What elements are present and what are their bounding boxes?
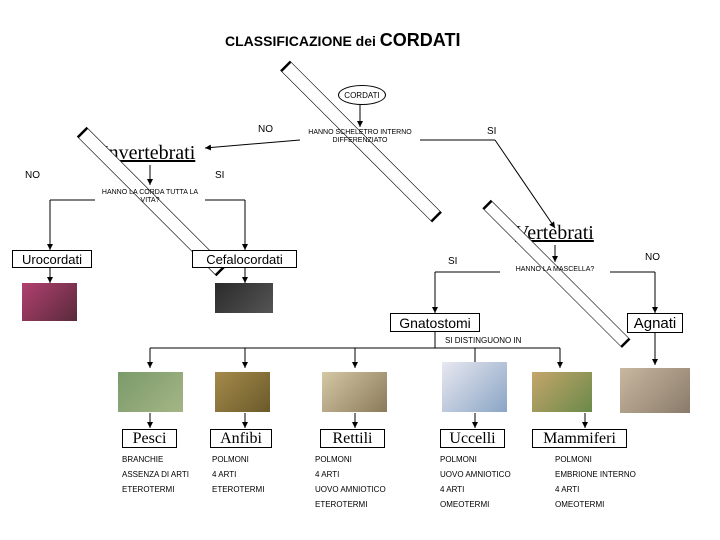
r: POLMONI [555, 455, 655, 464]
r: POLMONI [212, 455, 292, 464]
img-pesci [118, 372, 183, 412]
r: EMBRIONE INTERNO [555, 470, 655, 479]
r: ETEROTERMI [122, 485, 202, 494]
img-rettili [322, 372, 387, 412]
title-p2: CORDATI [380, 30, 461, 50]
label-no-3: NO [645, 252, 660, 263]
label-si-3: SI [448, 256, 457, 267]
img-cefalocordati [215, 283, 273, 313]
tbl-uccelli: POLMONI UOVO AMNIOTICO 4 ARTI OMEOTERMI [440, 455, 530, 515]
class-pesci: Pesci [122, 429, 177, 448]
r: 4 ARTI [440, 485, 530, 494]
title-p1: CLASSIFICAZIONE dei [225, 33, 380, 49]
img-mammiferi [532, 372, 592, 412]
r: OMEOTERMI [555, 500, 655, 509]
tbl-pesci: BRANCHIE ASSENZA DI ARTI ETEROTERMI [122, 455, 202, 500]
tbl-mammiferi: POLMONI EMBRIONE INTERNO 4 ARTI OMEOTERM… [555, 455, 655, 515]
q1-text: HANNO SCHELETRO INTERNO DIFFERENZIATO [300, 129, 420, 144]
r: ETEROTERMI [212, 485, 292, 494]
label-no-1: NO [258, 124, 273, 135]
r: ETEROTERMI [315, 500, 405, 509]
node-cordati-root: CORDATI [338, 85, 386, 105]
node-agnati: Agnati [627, 313, 683, 333]
img-anfibi [215, 372, 270, 412]
node-gnatostomi: Gnatostomi [390, 313, 480, 332]
label-no-2: NO [25, 170, 40, 181]
node-q3: HANNO LA MASCELLA? [500, 260, 610, 285]
node-urocordati: Urocordati [12, 250, 92, 268]
r: POLMONI [440, 455, 530, 464]
node-q1: HANNO SCHELETRO INTERNO DIFFERENZIATO [300, 125, 420, 155]
class-rettili: Rettili [320, 429, 385, 448]
r: POLMONI [315, 455, 405, 464]
class-uccelli: Uccelli [440, 429, 505, 448]
r: BRANCHIE [122, 455, 202, 464]
label-si-2: SI [215, 170, 224, 181]
r: 4 ARTI [555, 485, 655, 494]
tbl-anfibi: POLMONI 4 ARTI ETEROTERMI [212, 455, 292, 500]
r: ASSENZA DI ARTI [122, 470, 202, 479]
label-si-1: SI [487, 126, 496, 137]
q2-text: HANNO LA CORDA TUTTA LA VITA? [95, 189, 205, 204]
node-q2: HANNO LA CORDA TUTTA LA VITA? [95, 185, 205, 215]
label-si-distinguono: SI DISTINGUONO IN [445, 336, 521, 345]
class-anfibi: Anfibi [210, 429, 272, 448]
r: UOVO AMNIOTICO [315, 485, 405, 494]
q3-text: HANNO LA MASCELLA? [500, 266, 610, 274]
page-title: CLASSIFICAZIONE dei CORDATI [225, 30, 460, 51]
img-uccelli [442, 362, 507, 412]
r: OMEOTERMI [440, 500, 530, 509]
r: 4 ARTI [212, 470, 292, 479]
node-cefalocordati: Cefalocordati [192, 250, 297, 268]
img-agnati [620, 368, 690, 413]
class-mammiferi: Mammiferi [532, 429, 627, 448]
tbl-rettili: POLMONI 4 ARTI UOVO AMNIOTICO ETEROTERMI [315, 455, 405, 515]
r: 4 ARTI [315, 470, 405, 479]
img-urocordati [22, 283, 77, 321]
r: UOVO AMNIOTICO [440, 470, 530, 479]
